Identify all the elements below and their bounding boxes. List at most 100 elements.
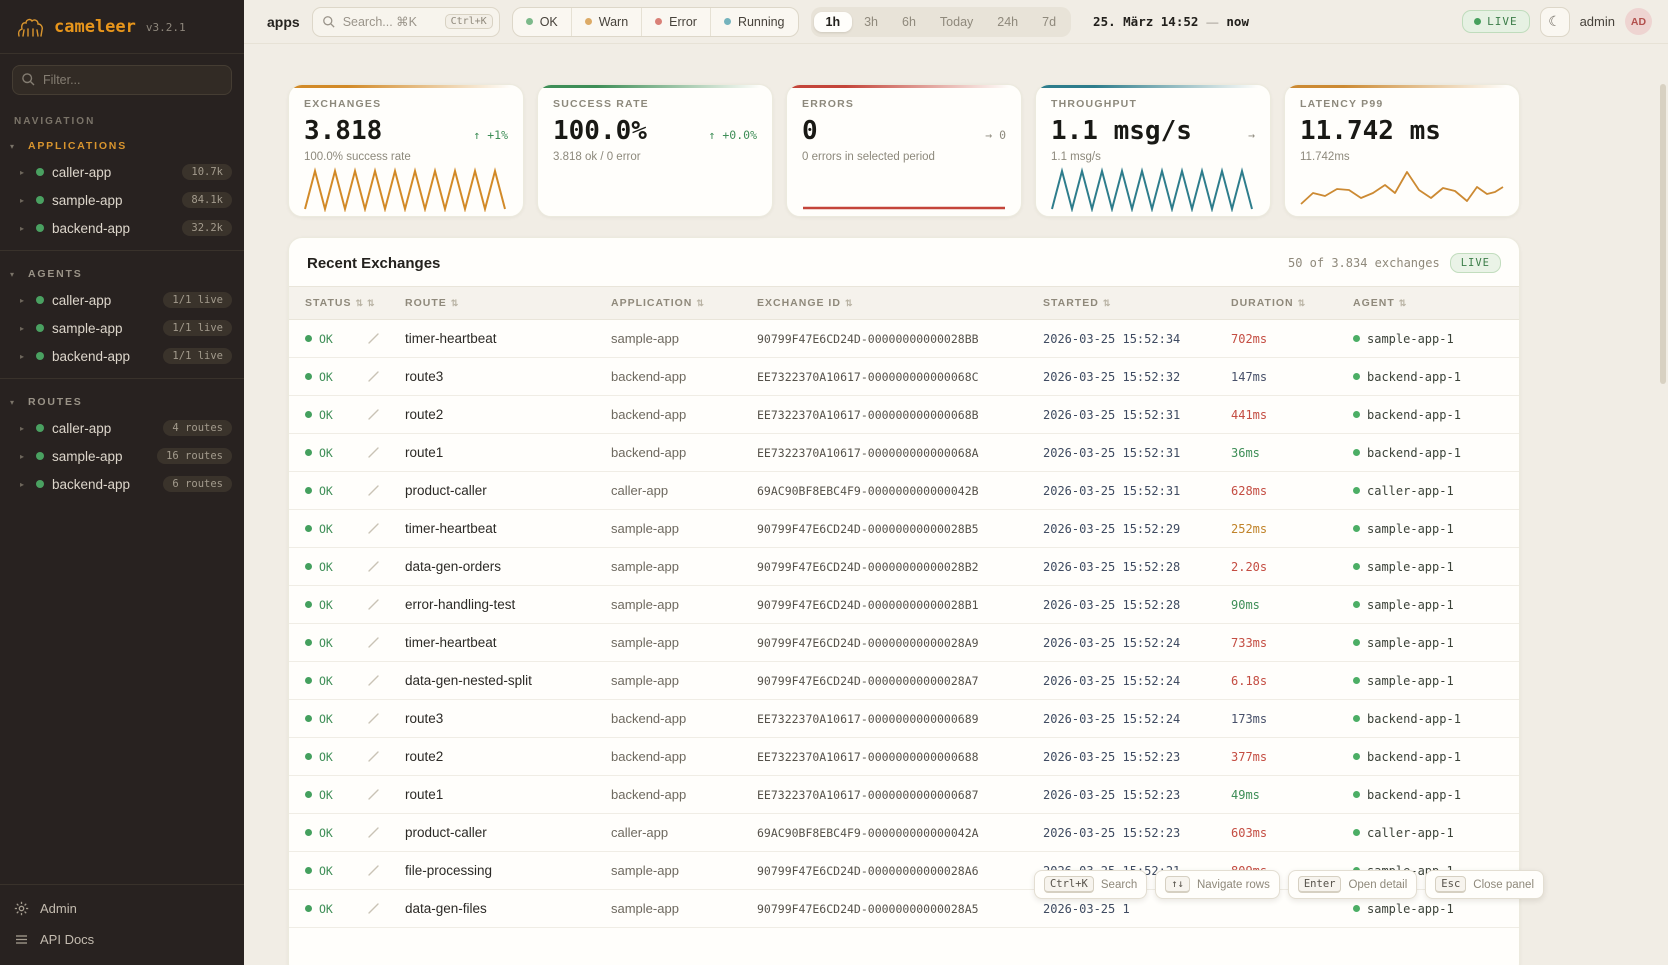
application-cell: sample-app <box>611 901 679 916</box>
table-row[interactable]: OK route2 backend-app EE7322370A10617-00… <box>289 396 1519 434</box>
column-header-exchange-id[interactable]: EXCHANGE ID ⇅ <box>757 297 1043 309</box>
card-value: 11.742 ms <box>1300 116 1441 146</box>
sidebar-section-agents[interactable]: ▾ AGENTS <box>0 259 244 286</box>
sidebar-item-caller-app[interactable]: ▸ caller-app 1/1 live <box>0 286 244 314</box>
stat-card-errors[interactable]: ERRORS 0 → 0 0 errors in selected period <box>786 84 1022 217</box>
status-dot-icon <box>525 18 533 25</box>
card-value: 1.1 msg/s <box>1051 116 1192 146</box>
card-accent-bar <box>289 85 523 88</box>
stat-card-latency-p99[interactable]: LATENCY P99 11.742 ms 11.742ms <box>1284 84 1520 217</box>
table-row[interactable]: OK error-handling-test sample-app 90799F… <box>289 586 1519 624</box>
agent-cell: sample-app-1 <box>1353 560 1519 574</box>
sparkline <box>803 206 1005 210</box>
range-button-6h[interactable]: 6h <box>902 14 916 29</box>
sidebar-item-caller-app[interactable]: ▸ caller-app 4 routes <box>0 414 244 442</box>
section-label: ROUTES <box>28 396 83 408</box>
table-row[interactable]: OK data-gen-files sample-app 90799F47E6C… <box>289 890 1519 928</box>
avatar[interactable]: AD <box>1625 8 1652 35</box>
filter-label: Error <box>669 14 697 29</box>
exchange-id-cell: EE7322370A10617-000000000000068C <box>757 369 979 384</box>
table-row[interactable]: OK route3 backend-app EE7322370A10617-00… <box>289 358 1519 396</box>
stat-card-success-rate[interactable]: SUCCESS RATE 100.0% ↑ +0.0% 3.818 ok / 0… <box>537 84 773 217</box>
range-button-24h[interactable]: 24h <box>997 14 1019 29</box>
column-header-duration[interactable]: DURATION ⇅ <box>1231 297 1353 309</box>
status-filter-ok[interactable]: OK <box>513 8 571 36</box>
status-label: OK <box>319 711 333 726</box>
sidebar-item-sample-app[interactable]: ▸ sample-app 16 routes <box>0 442 244 470</box>
status-dot-icon <box>36 168 44 176</box>
sidebar-item-api-docs[interactable]: API Docs <box>0 924 244 955</box>
table-row[interactable]: OK data-gen-nested-split sample-app 9079… <box>289 662 1519 700</box>
live-label: LIVE <box>1487 15 1518 28</box>
agent-cell: backend-app-1 <box>1353 370 1519 384</box>
stat-card-exchanges[interactable]: EXCHANGES 3.818 ↑ +1% 100.0% success rat… <box>288 84 524 217</box>
agent-label: backend-app-1 <box>1367 445 1461 460</box>
column-header-agent[interactable]: AGENT ⇅ <box>1353 297 1519 309</box>
column-header-route[interactable]: ROUTE ⇅ <box>405 297 611 309</box>
sidebar-item-caller-app[interactable]: ▸ caller-app 10.7k <box>0 158 244 186</box>
table-row[interactable]: OK product-caller caller-app 69AC90BF8EB… <box>289 814 1519 852</box>
scrollbar-thumb[interactable] <box>1660 84 1666 384</box>
sidebar-item-backend-app[interactable]: ▸ backend-app 1/1 live <box>0 342 244 370</box>
shortcut-chip-close-panel: Esc Close panel <box>1425 870 1544 899</box>
sidebar-section-routes[interactable]: ▾ ROUTES <box>0 387 244 414</box>
table-row[interactable]: OK timer-heartbeat sample-app 90799F47E6… <box>289 320 1519 358</box>
context-label[interactable]: apps <box>267 13 300 30</box>
brand[interactable]: cameleer v3.2.1 <box>0 0 244 53</box>
filter-input[interactable] <box>12 65 232 95</box>
status-filter-running[interactable]: Running <box>709 7 798 36</box>
sort-icon: ⇅ <box>1102 297 1112 308</box>
trend-cell <box>367 408 405 421</box>
trend-icon <box>368 675 379 686</box>
trend-cell <box>367 370 405 383</box>
sidebar-item-admin[interactable]: Admin <box>0 893 244 924</box>
agent-label: caller-app-1 <box>1367 825 1454 840</box>
theme-toggle-button[interactable]: ☾ <box>1539 6 1570 37</box>
table-row[interactable]: OK timer-heartbeat sample-app 90799F47E6… <box>289 624 1519 662</box>
time-range-display[interactable]: 25. März 14:52 — now <box>1093 14 1261 29</box>
sparkline <box>1051 167 1253 212</box>
search-input[interactable] <box>342 14 438 29</box>
status-label: OK <box>319 863 333 878</box>
table-row[interactable]: OK route1 backend-app EE7322370A10617-00… <box>289 776 1519 814</box>
column-label: DURATION <box>1231 297 1294 309</box>
range-button-today[interactable]: Today <box>939 14 974 29</box>
trend-icon <box>368 827 379 838</box>
table-row[interactable]: OK route2 backend-app EE7322370A10617-00… <box>289 738 1519 776</box>
sidebar-item-backend-app[interactable]: ▸ backend-app 32.2k <box>0 214 244 242</box>
agent-dot-icon <box>1353 639 1360 646</box>
card-accent-bar <box>1036 85 1270 88</box>
column-header-application[interactable]: APPLICATION ⇅ <box>611 297 757 309</box>
column-header-status[interactable]: STATUS ⇅ <box>289 297 367 309</box>
route-cell: timer-heartbeat <box>405 521 497 536</box>
sidebar-item-backend-app[interactable]: ▸ backend-app 6 routes <box>0 470 244 498</box>
sidebar-item-sample-app[interactable]: ▸ sample-app 1/1 live <box>0 314 244 342</box>
sidebar-item-sample-app[interactable]: ▸ sample-app 84.1k <box>0 186 244 214</box>
status-filter-error[interactable]: Error <box>641 7 710 36</box>
table-row[interactable]: OK route1 backend-app EE7322370A10617-00… <box>289 434 1519 472</box>
live-toggle[interactable]: LIVE <box>1462 10 1530 33</box>
agent-dot-icon <box>1353 715 1360 722</box>
status-filter-warn[interactable]: Warn <box>570 7 641 36</box>
global-search[interactable]: Ctrl+K <box>311 6 500 37</box>
agent-dot-icon <box>1353 601 1360 608</box>
item-label: sample-app <box>52 320 123 336</box>
status-dot-icon <box>36 296 44 304</box>
table-row[interactable]: OK route3 backend-app EE7322370A10617-00… <box>289 700 1519 738</box>
exchange-id-cell: 90799F47E6CD24D-00000000000028B1 <box>757 597 979 612</box>
column-header-trend[interactable]: ⇅ <box>367 298 405 309</box>
range-end: now <box>1226 14 1249 29</box>
range-button-1h[interactable]: 1h <box>813 11 853 32</box>
trend-cell <box>367 826 405 839</box>
range-button-7d[interactable]: 7d <box>1042 14 1057 29</box>
column-header-started[interactable]: STARTED ⇅ <box>1043 297 1231 309</box>
column-label: AGENT <box>1353 297 1395 309</box>
table-row[interactable]: OK timer-heartbeat sample-app 90799F47E6… <box>289 510 1519 548</box>
range-button-3h[interactable]: 3h <box>864 14 879 29</box>
status-cell: OK <box>289 522 367 536</box>
table-row[interactable]: OK data-gen-orders sample-app 90799F47E6… <box>289 548 1519 586</box>
sidebar-section-applications[interactable]: ▾ APPLICATIONS <box>0 131 244 158</box>
stat-card-throughput[interactable]: THROUGHPUT 1.1 msg/s → 1.1 msg/s <box>1035 84 1271 217</box>
range-separator: — <box>1206 14 1219 29</box>
table-row[interactable]: OK product-caller caller-app 69AC90BF8EB… <box>289 472 1519 510</box>
